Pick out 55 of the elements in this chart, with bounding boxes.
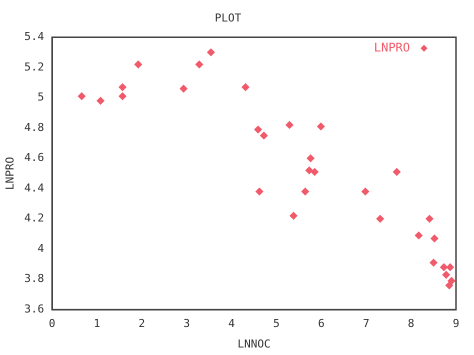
y-tick-label: 4	[37, 242, 44, 255]
point	[118, 83, 126, 91]
y-tick-label: 4.4	[24, 181, 44, 194]
point	[286, 121, 294, 129]
y-tick-label: 5	[37, 90, 44, 104]
x-tick-label: 6	[318, 317, 325, 330]
x-tick-label: 4	[228, 317, 236, 330]
point	[430, 258, 438, 266]
point	[305, 166, 313, 174]
point	[134, 60, 142, 68]
point	[196, 60, 204, 68]
point	[207, 48, 215, 56]
point	[180, 84, 188, 92]
point	[310, 168, 318, 176]
point	[440, 263, 448, 271]
y-tick-label: 3.6	[24, 302, 44, 316]
point	[118, 92, 126, 100]
point	[442, 271, 450, 279]
y-tick-label: 3.8	[24, 272, 44, 286]
point	[430, 234, 438, 242]
y-tick-label: 4.2	[24, 212, 44, 225]
y-tick-label: 4.8	[24, 120, 44, 134]
legend-label: LNPRO	[374, 40, 410, 54]
x-tick-label: 8	[408, 317, 414, 330]
point	[260, 132, 268, 140]
point	[290, 212, 298, 220]
point	[96, 97, 104, 105]
point	[376, 215, 384, 223]
point	[426, 215, 434, 223]
x-tick-label: 9	[452, 317, 460, 330]
point	[446, 263, 454, 271]
y-tick-label: 5.4	[24, 30, 44, 44]
point	[393, 168, 401, 176]
point	[254, 126, 262, 134]
x-tick-label: 5	[273, 317, 280, 330]
x-tick-label: 0	[48, 317, 56, 330]
point	[446, 282, 454, 290]
point	[362, 188, 370, 196]
point	[415, 232, 422, 240]
point	[78, 92, 86, 100]
y-tick-label: 4.6	[24, 151, 44, 164]
x-tick-label: 7	[362, 317, 370, 330]
y-tick-label: 5.2	[24, 60, 44, 74]
point	[256, 188, 264, 196]
y-axis-title: LNPRO	[3, 156, 16, 190]
point	[448, 277, 456, 285]
chart-title: PLOT	[214, 11, 242, 24]
point	[301, 188, 309, 196]
point	[242, 83, 250, 91]
x-tick-label: 1	[94, 317, 100, 330]
point	[306, 154, 314, 162]
x-axis-title: LNNOC	[237, 337, 271, 350]
point	[317, 122, 325, 130]
x-tick-label: 3	[183, 317, 190, 330]
x-tick-label: 2	[138, 317, 146, 330]
